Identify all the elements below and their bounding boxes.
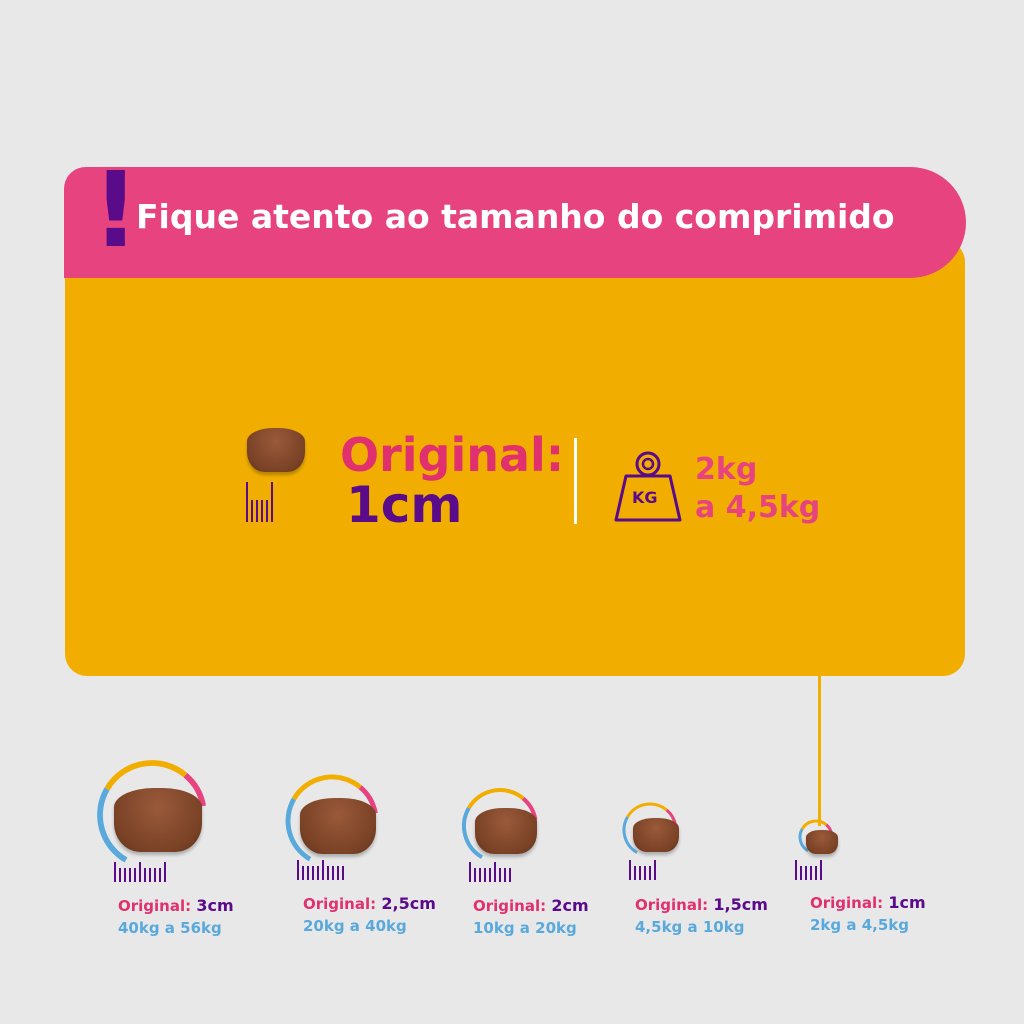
ruler-icon <box>468 860 511 882</box>
ruler-icon <box>795 858 822 880</box>
original-label: Original: <box>118 897 192 915</box>
tablet-image <box>633 818 679 852</box>
ring-segment <box>104 760 188 791</box>
original-label: Original: <box>473 897 547 915</box>
weight-icon <box>614 451 682 522</box>
tablet-image <box>475 808 537 854</box>
ring-segment <box>626 802 668 818</box>
tablet-image <box>114 788 202 852</box>
weight-range: 10kg a 20kg <box>473 919 577 937</box>
featured-label: Original: <box>340 428 565 482</box>
ruler-icon <box>246 482 273 522</box>
size-value: 2,5cm <box>381 894 436 913</box>
header-banner <box>64 167 966 278</box>
ring-segment <box>291 774 362 801</box>
tablet-image <box>247 428 305 472</box>
tablet-image <box>806 830 838 854</box>
size-value: 3cm <box>196 896 234 915</box>
exclamation-icon: ! <box>92 149 140 271</box>
size-value: 2cm <box>551 896 589 915</box>
divider <box>574 438 577 524</box>
size-value: 1,5cm <box>713 895 768 914</box>
tablet-image <box>300 798 376 854</box>
ring-segment <box>798 828 809 853</box>
size-label: Original: 3cm <box>118 896 234 915</box>
weight-range: 4,5kg a 10kg <box>635 918 745 936</box>
ring-segment <box>467 788 525 810</box>
ruler-icon <box>113 860 166 882</box>
ring-segment <box>462 807 484 859</box>
info-panel <box>65 240 965 676</box>
ring-segment <box>97 787 128 863</box>
ring-segment <box>800 819 828 830</box>
size-label: Original: 1cm <box>810 893 926 912</box>
size-label: Original: 2,5cm <box>303 894 436 913</box>
page-title: Fique atento ao tamanho do comprimido <box>136 197 895 236</box>
original-label: Original: <box>810 894 884 912</box>
ruler-icon <box>297 858 344 880</box>
featured-weight-line1: 2kg <box>695 452 758 487</box>
ring-segment <box>622 816 638 854</box>
weight-range: 40kg a 56kg <box>118 919 222 937</box>
featured-size: 1cm <box>346 476 463 534</box>
original-label: Original: <box>635 896 709 914</box>
size-value: 1cm <box>888 893 926 912</box>
original-label: Original: <box>303 895 377 913</box>
connector-line <box>818 676 821 826</box>
ring-segment <box>285 797 312 862</box>
ruler-icon <box>629 858 656 880</box>
weight-range: 2kg a 4,5kg <box>810 916 910 934</box>
size-label: Original: 2cm <box>473 896 589 915</box>
ring-segment <box>183 772 207 807</box>
featured-weight-line2: a 4,5kg <box>695 490 821 525</box>
weight-icon-text: KG <box>632 488 658 507</box>
size-label: Original: 1,5cm <box>635 895 768 914</box>
size-ring-icon <box>97 760 207 863</box>
weight-range: 20kg a 40kg <box>303 917 407 935</box>
